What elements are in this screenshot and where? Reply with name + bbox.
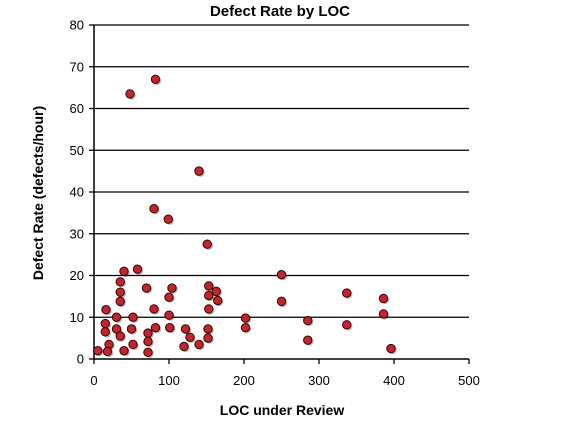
axes xyxy=(89,24,470,364)
data-point xyxy=(149,204,159,214)
y-tick-label: 0 xyxy=(77,352,84,367)
x-tick-label: 400 xyxy=(383,373,405,388)
data-point xyxy=(167,283,177,293)
data-point xyxy=(378,293,389,304)
data-point xyxy=(204,290,214,301)
data-point xyxy=(240,313,251,323)
x-tick-label: 100 xyxy=(158,373,180,388)
data-point xyxy=(149,304,159,314)
data-point xyxy=(101,305,111,315)
data-point xyxy=(342,320,352,330)
data-point xyxy=(128,339,138,350)
data-point xyxy=(240,322,251,333)
data-point xyxy=(179,341,189,352)
data-point xyxy=(204,281,214,291)
data-point xyxy=(125,89,135,99)
grid-lines xyxy=(94,24,469,318)
x-tick-label: 200 xyxy=(233,373,255,388)
data-point xyxy=(185,332,195,342)
data-point xyxy=(378,309,389,319)
data-point xyxy=(141,283,152,293)
x-axis-label: LOC under Review xyxy=(220,402,345,418)
data-point xyxy=(150,322,161,333)
data-point xyxy=(119,266,129,277)
data-point xyxy=(93,345,103,356)
data-point xyxy=(386,343,396,354)
y-tick-label: 10 xyxy=(70,310,84,325)
data-point xyxy=(194,339,204,350)
data-point xyxy=(143,328,153,338)
data-point xyxy=(276,296,287,307)
y-tick-label: 20 xyxy=(70,268,84,283)
data-point xyxy=(143,336,153,347)
data-point xyxy=(180,324,191,334)
data-points xyxy=(93,74,397,359)
data-point xyxy=(119,345,129,356)
data-point xyxy=(164,292,174,302)
data-point xyxy=(213,295,223,306)
x-tick-label: 0 xyxy=(90,373,97,388)
data-point xyxy=(115,277,125,287)
data-point xyxy=(115,331,125,341)
data-point xyxy=(126,324,137,334)
data-point xyxy=(203,324,213,334)
x-tick-label: 500 xyxy=(458,373,480,388)
chart-title: Defect Rate by LOC xyxy=(210,3,350,20)
data-point xyxy=(132,264,143,274)
x-tick-labels: 0 100 200 300 400 500 xyxy=(90,373,479,388)
y-tick-label: 40 xyxy=(70,185,84,200)
y-tick-label: 70 xyxy=(70,59,84,74)
y-tick-labels: 0 10 20 30 40 50 60 70 80 xyxy=(70,18,84,367)
data-point xyxy=(342,288,352,298)
y-tick-label: 50 xyxy=(70,143,84,158)
data-point xyxy=(203,333,213,343)
y-tick-label: 60 xyxy=(70,101,84,116)
data-point xyxy=(194,166,204,176)
data-point xyxy=(102,346,113,357)
y-tick-label: 80 xyxy=(70,18,84,33)
data-point xyxy=(303,315,313,326)
data-point xyxy=(115,296,125,307)
data-point xyxy=(143,347,153,358)
data-point xyxy=(128,312,138,322)
data-point xyxy=(100,318,110,329)
data-point xyxy=(111,312,122,322)
data-point xyxy=(211,286,221,297)
data-point xyxy=(150,74,161,84)
y-axis-label: Defect Rate (defects/hour) xyxy=(30,106,46,280)
data-point xyxy=(303,335,313,345)
data-point xyxy=(204,304,214,314)
data-point xyxy=(164,310,174,320)
y-tick-label: 30 xyxy=(70,226,84,241)
data-point xyxy=(163,214,173,224)
data-point xyxy=(115,287,125,297)
data-point xyxy=(100,327,110,337)
data-point xyxy=(165,322,175,333)
data-point xyxy=(111,324,122,334)
data-point xyxy=(276,269,287,280)
x-tick-label: 300 xyxy=(308,373,330,388)
data-point xyxy=(202,239,212,249)
